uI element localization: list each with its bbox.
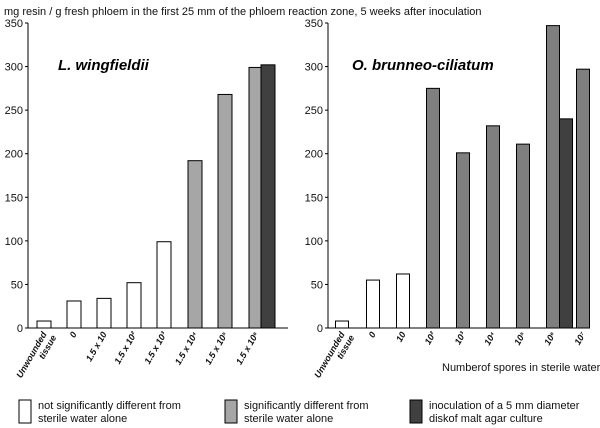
y-tick-label: 50 xyxy=(11,279,23,291)
y-tick-label: 100 xyxy=(5,236,23,248)
x-tick-label: 1.5 x 10⁶ xyxy=(234,330,261,367)
bar xyxy=(187,160,203,329)
bar xyxy=(156,241,172,329)
x-tick-label: Unwoundedtissue xyxy=(14,328,58,384)
y-tick-label: 350 xyxy=(305,18,323,30)
panel-title: O. brunneo-ciliatum xyxy=(352,57,494,74)
legend-swatch-dark xyxy=(409,399,423,424)
bar xyxy=(260,64,276,329)
legend-label: sterile water alone xyxy=(38,413,127,425)
y-tick-label: 150 xyxy=(305,192,323,204)
bar xyxy=(576,68,590,329)
legend-label: not significantly different from xyxy=(38,400,181,412)
y-tick-label: 200 xyxy=(5,149,23,161)
bar xyxy=(126,282,142,329)
bar xyxy=(66,300,82,329)
y-tick-label: 200 xyxy=(305,149,323,161)
bar xyxy=(366,279,380,329)
x-tick-label: 10⁶ xyxy=(542,330,558,347)
x-tick-label: 1.5 x 10⁴ xyxy=(173,330,200,367)
bar xyxy=(486,125,500,329)
x-tick-label: Unwoundedtissue xyxy=(312,328,356,384)
legend-swatch-light xyxy=(224,399,238,424)
bar xyxy=(456,152,470,329)
legend-label: diskof malt agar culture xyxy=(429,413,543,425)
x-tick-label: 10⁴ xyxy=(482,330,498,347)
legend-label: significantly different from xyxy=(244,400,369,412)
x-tick-label: 1.5 x 10 xyxy=(84,330,109,363)
legend-label: sterile water alone xyxy=(244,413,333,425)
bar xyxy=(426,87,440,329)
x-tick-label: 1.5 x 10² xyxy=(112,329,139,366)
bar xyxy=(516,143,530,329)
x-tick-label: 1.5 x 10³ xyxy=(142,329,169,366)
y-tick-label: 300 xyxy=(305,62,323,74)
x-tick-label: 10³ xyxy=(453,329,469,346)
y-tick-label: 50 xyxy=(311,279,323,291)
chart-title: mg resin / g fresh phloem in the first 2… xyxy=(4,6,482,18)
bar xyxy=(217,93,233,329)
bar xyxy=(396,273,410,329)
bar xyxy=(96,297,112,329)
y-tick-label: 300 xyxy=(5,62,23,74)
x-tick-label: 1.5 x 10⁵ xyxy=(203,330,230,367)
bar xyxy=(335,320,349,329)
y-tick-label: 150 xyxy=(5,192,23,204)
legend-label: inoculation of a 5 mm diameter xyxy=(429,400,580,412)
bar xyxy=(36,320,52,329)
x-tick-label: 10² xyxy=(423,329,439,346)
y-tick-label: 0 xyxy=(317,323,323,335)
bar xyxy=(559,118,573,329)
y-tick-label: 0 xyxy=(17,323,23,335)
x-tick-label: 10⁵ xyxy=(512,330,528,347)
y-tick-label: 250 xyxy=(305,105,323,117)
panel-title: L. wingfieldii xyxy=(58,57,150,74)
x-tick-label: 10 xyxy=(394,330,408,344)
legend-swatch-white xyxy=(18,399,32,424)
x-axis-label: Numberof spores in sterile water xyxy=(442,362,600,374)
x-tick-label: 0 xyxy=(367,330,378,339)
legend: not significantly different fromsterile … xyxy=(18,399,580,425)
x-tick-label: 10⁷ xyxy=(572,330,588,347)
y-tick-label: 350 xyxy=(5,18,23,30)
bar xyxy=(546,25,560,329)
y-tick-label: 100 xyxy=(305,236,323,248)
x-tick-label: 0 xyxy=(68,330,79,339)
y-tick-label: 250 xyxy=(5,105,23,117)
